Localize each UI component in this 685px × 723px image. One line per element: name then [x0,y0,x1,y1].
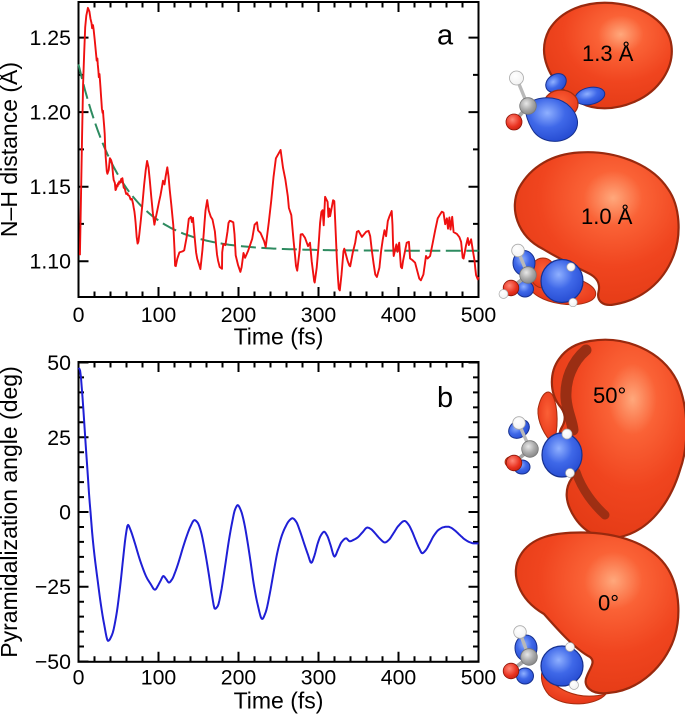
svg-text:200: 200 [221,303,257,327]
svg-text:25: 25 [47,426,71,450]
svg-text:Pyramidalization angle (deg): Pyramidalization angle (deg) [0,366,22,658]
svg-text:100: 100 [141,303,177,327]
svg-text:200: 200 [221,666,257,690]
svg-text:1.25: 1.25 [30,26,71,50]
svg-text:50: 50 [47,351,71,375]
svg-text:1.3 Å: 1.3 Å [582,41,634,66]
svg-text:100: 100 [141,666,177,690]
svg-text:1.0 Å: 1.0 Å [581,204,633,229]
svg-text:−25: −25 [35,575,71,599]
svg-text:N–H distance (Å): N–H distance (Å) [0,62,22,237]
svg-text:300: 300 [301,303,337,327]
svg-text:0: 0 [73,303,85,327]
svg-text:1.20: 1.20 [30,101,72,125]
svg-text:b: b [437,382,453,414]
svg-text:400: 400 [381,303,417,327]
svg-text:1.10: 1.10 [30,250,72,274]
svg-text:−50: −50 [35,650,71,674]
svg-text:0: 0 [59,501,71,525]
svg-text:Time (fs): Time (fs) [234,324,324,350]
svg-text:400: 400 [381,666,417,690]
svg-text:50°: 50° [593,383,626,408]
svg-text:0: 0 [73,666,85,690]
svg-text:Time (fs): Time (fs) [234,688,324,714]
svg-text:500: 500 [461,666,497,690]
svg-text:500: 500 [461,303,497,327]
svg-text:a: a [437,20,454,52]
svg-text:1.15: 1.15 [30,175,71,199]
svg-text:0°: 0° [598,591,619,616]
svg-text:300: 300 [301,666,337,690]
